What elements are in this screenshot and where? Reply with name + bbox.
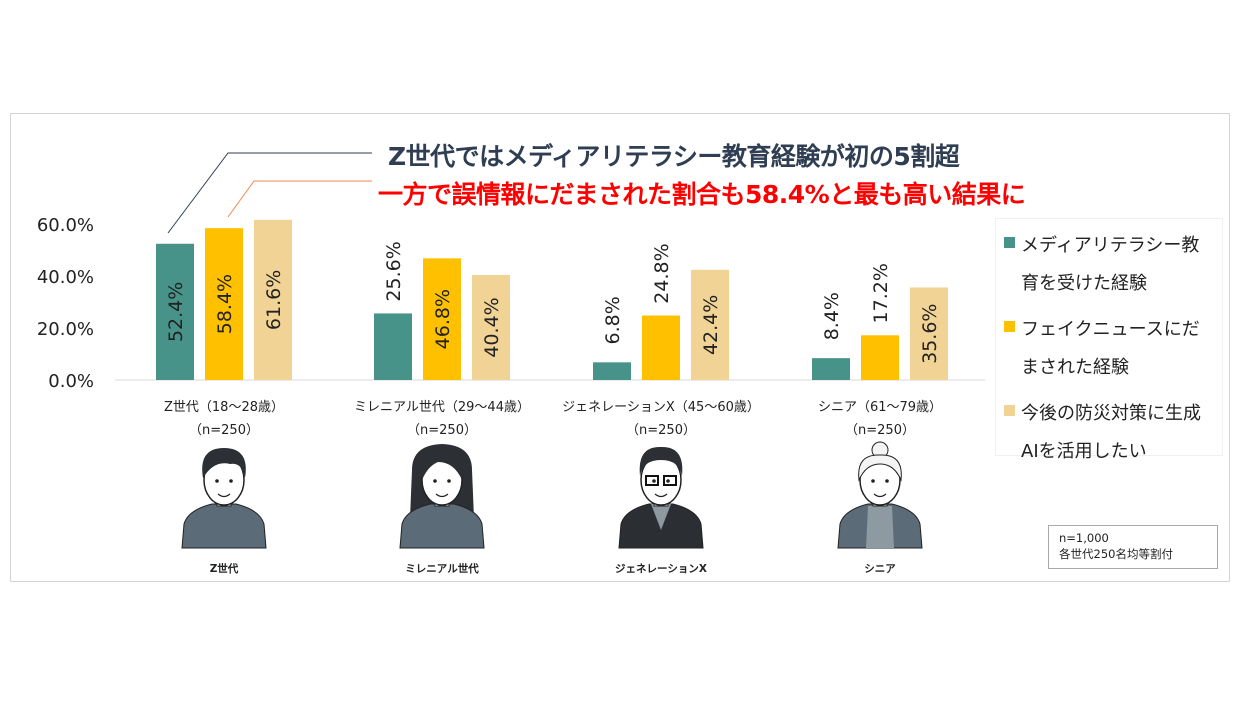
y-tick-label: 60.0% bbox=[37, 215, 94, 236]
category-sample-size: （n=250） bbox=[845, 423, 915, 438]
avatar-millennial bbox=[399, 444, 485, 549]
legend-item-fake-news: フェイクニュースにだまされた経験 bbox=[1004, 311, 1216, 387]
category-label: Z世代（18～28歳） bbox=[164, 400, 284, 415]
headline-main: Z世代ではメディアリテラシー教育経験が初の5割超 bbox=[388, 142, 960, 171]
value-label: 17.2% bbox=[870, 263, 892, 323]
category-sample-size: （n=250） bbox=[189, 423, 259, 438]
value-label: 35.6% bbox=[919, 304, 941, 364]
category-label: シニア（61～79歳） bbox=[818, 400, 942, 415]
avatar-senior bbox=[837, 441, 923, 549]
avatar-label: ミレニアル世代 bbox=[405, 562, 479, 575]
legend-label: 今後の防災対策に生成AIを活用したい bbox=[1021, 403, 1201, 462]
category-label: ジェネレーションX（45～60歳） bbox=[562, 400, 760, 415]
value-label: 61.6% bbox=[263, 270, 285, 330]
bar bbox=[254, 219, 292, 380]
category-sample-size: （n=250） bbox=[407, 423, 477, 438]
category-label: ミレニアル世代（29～44歳） bbox=[354, 400, 530, 415]
legend-item-ai-disaster: 今後の防災対策に生成AIを活用したい bbox=[1004, 395, 1216, 471]
value-label: 8.4% bbox=[821, 292, 843, 340]
y-tick-label: 20.0% bbox=[37, 319, 94, 340]
avatar-genz bbox=[181, 448, 267, 549]
legend-swatch bbox=[1004, 237, 1015, 248]
bar bbox=[205, 228, 243, 380]
category-sample-size: （n=250） bbox=[626, 423, 696, 438]
bar bbox=[472, 274, 510, 380]
avatar-label: ジェネレーションX bbox=[615, 563, 707, 575]
legend-item-media-literacy: メディアリテラシー教育を受けた経験 bbox=[1004, 227, 1216, 303]
bar bbox=[642, 315, 680, 380]
bar bbox=[812, 358, 850, 380]
value-label: 6.8% bbox=[602, 296, 624, 344]
avatar-label: Z世代 bbox=[210, 562, 239, 575]
y-tick-label: 0.0% bbox=[48, 371, 94, 392]
legend-swatch bbox=[1004, 405, 1015, 416]
bar bbox=[374, 313, 412, 380]
bar bbox=[156, 243, 194, 380]
bar bbox=[910, 287, 948, 380]
callout-line-teal bbox=[167, 152, 372, 234]
avatar-label: シニア bbox=[864, 563, 896, 575]
avatar-genx bbox=[618, 446, 704, 549]
value-label: 42.4% bbox=[700, 295, 722, 355]
bar bbox=[861, 335, 899, 380]
legend: メディアリテラシー教育を受けた経験 フェイクニュースにだまされた経験 今後の防災… bbox=[995, 218, 1223, 462]
bar bbox=[593, 362, 631, 380]
value-label: 40.4% bbox=[481, 297, 503, 357]
y-tick-label: 40.0% bbox=[37, 267, 94, 288]
value-label: 52.4% bbox=[165, 282, 187, 342]
value-label: 58.4% bbox=[214, 274, 236, 334]
value-label: 46.8% bbox=[432, 289, 454, 349]
sample-note: n=1,000 各世代250名均等割付 bbox=[1048, 525, 1218, 569]
headline-sub: 一方で誤情報にだまされた割合も58.4%と最も高い結果に bbox=[378, 180, 1026, 209]
value-label: 24.8% bbox=[651, 243, 673, 303]
legend-swatch bbox=[1004, 321, 1015, 332]
bar bbox=[691, 269, 729, 380]
legend-label: フェイクニュースにだまされた経験 bbox=[1021, 319, 1200, 378]
value-label: 25.6% bbox=[383, 241, 405, 301]
callout-line-orange bbox=[227, 180, 372, 218]
note-line-1: n=1,000 bbox=[1059, 531, 1109, 545]
bar bbox=[423, 258, 461, 380]
note-line-2: 各世代250名均等割付 bbox=[1059, 547, 1173, 561]
legend-label: メディアリテラシー教育を受けた経験 bbox=[1021, 235, 1200, 294]
